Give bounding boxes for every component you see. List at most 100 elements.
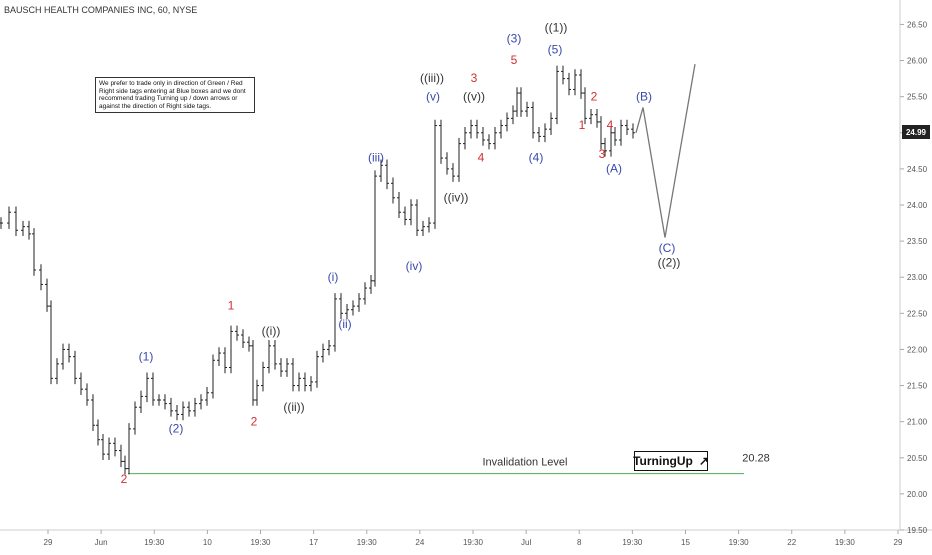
price-bar bbox=[67, 343, 71, 363]
price-bar bbox=[45, 278, 49, 312]
x-tick-label: 8 bbox=[577, 538, 582, 547]
price-bar bbox=[205, 387, 209, 406]
price-bar bbox=[32, 228, 36, 276]
price-bar bbox=[139, 390, 143, 413]
x-tick-label: 19:30 bbox=[729, 538, 750, 547]
x-tick-label: 19:30 bbox=[144, 538, 165, 547]
price-bar bbox=[599, 116, 603, 150]
price-bar bbox=[0, 217, 3, 229]
wave-label: (3) bbox=[507, 32, 522, 46]
x-tick-group: 29 Jun 19:30 10 19:30 17 19:30 24 19:30 Jul 8 19:30… bbox=[44, 530, 903, 547]
y-tick-label: 23.50 bbox=[907, 237, 928, 246]
x-tick-label: Jun bbox=[95, 538, 108, 547]
price-bar bbox=[589, 108, 593, 125]
price-bar bbox=[303, 372, 307, 392]
invalidation-label: Invalidation Level bbox=[482, 457, 567, 469]
wave-label: 2 bbox=[251, 414, 258, 428]
wave-label: (2) bbox=[169, 422, 184, 436]
wave-label: ((ii)) bbox=[283, 400, 304, 414]
price-bar bbox=[123, 455, 127, 475]
arrow-up-right-icon: ↗ bbox=[698, 454, 709, 468]
wave-label: (v) bbox=[426, 89, 440, 103]
y-tick-label: 20.00 bbox=[907, 490, 928, 499]
price-bar bbox=[163, 394, 167, 410]
wave-label: (C) bbox=[659, 241, 676, 255]
price-bar bbox=[85, 383, 89, 406]
price-bar bbox=[475, 119, 479, 139]
y-tick-label: 19.50 bbox=[907, 526, 928, 535]
price-bar bbox=[315, 350, 319, 388]
x-tick-label: 17 bbox=[309, 538, 318, 547]
x-tick-label: 22 bbox=[787, 538, 796, 547]
price-bar bbox=[309, 376, 313, 392]
wave-label: (ii) bbox=[338, 317, 351, 331]
y-tick-label: 25.50 bbox=[907, 93, 928, 102]
price-bar bbox=[537, 127, 541, 143]
price-bar bbox=[499, 119, 503, 139]
price-bar bbox=[609, 127, 613, 157]
y-tick-label: 21.50 bbox=[907, 382, 928, 391]
price-bar bbox=[505, 112, 509, 132]
wave-label: ((v)) bbox=[463, 89, 485, 103]
price-bar bbox=[107, 437, 111, 460]
wave-label: (4) bbox=[529, 151, 544, 165]
price-bar bbox=[363, 282, 367, 305]
price-bar bbox=[469, 119, 473, 139]
price-bar bbox=[7, 206, 11, 229]
price-bar bbox=[247, 336, 251, 352]
wave-label: (B) bbox=[636, 89, 652, 103]
price-bar bbox=[273, 340, 277, 370]
y-tick-label: 21.00 bbox=[907, 418, 928, 427]
price-bar bbox=[61, 343, 65, 370]
wave-label: 4 bbox=[478, 151, 485, 165]
price-bar bbox=[445, 152, 449, 175]
price-bar bbox=[373, 170, 377, 287]
price-bar bbox=[397, 192, 401, 218]
price-bar bbox=[583, 87, 587, 125]
price-bar bbox=[151, 372, 155, 406]
projection-path bbox=[635, 64, 696, 238]
price-bar bbox=[211, 354, 215, 399]
price-bar bbox=[379, 159, 383, 182]
price-bar bbox=[567, 72, 571, 96]
price-bar bbox=[291, 358, 295, 392]
price-bar bbox=[519, 87, 523, 117]
price-bar bbox=[427, 217, 431, 233]
price-bar bbox=[223, 347, 227, 374]
price-bar bbox=[133, 401, 137, 435]
price-bar bbox=[415, 199, 419, 237]
price-bar bbox=[339, 293, 343, 320]
wave-label: 4 bbox=[607, 118, 614, 132]
price-bar bbox=[619, 119, 623, 146]
price-bar bbox=[421, 220, 425, 237]
y-tick-label: 26.00 bbox=[907, 57, 928, 66]
price-bar bbox=[487, 134, 491, 150]
x-tick-label: 10 bbox=[203, 538, 212, 547]
price-bar bbox=[285, 358, 289, 377]
y-tick-group: 26.5026.0025.5025.0024.5024.0023.5023.00… bbox=[900, 20, 928, 535]
y-tick-label: 23.00 bbox=[907, 273, 928, 282]
wave-label: 2 bbox=[591, 89, 598, 103]
x-tick-label: Jul bbox=[521, 538, 531, 547]
wave-label: ((iv)) bbox=[444, 190, 469, 204]
price-bar bbox=[96, 419, 100, 446]
y-tick-label: 24.00 bbox=[907, 201, 928, 210]
turning-up-badge[interactable]: TurningUp ↗ bbox=[633, 451, 709, 471]
price-bar bbox=[493, 127, 497, 150]
price-bar bbox=[229, 325, 233, 374]
price-bar bbox=[145, 372, 149, 403]
wave-label: (iv) bbox=[406, 259, 423, 273]
x-tick-label: 29 bbox=[44, 538, 53, 547]
price-bar bbox=[391, 177, 395, 204]
price-bar bbox=[409, 199, 413, 226]
price-bar bbox=[579, 69, 583, 99]
wave-label-group: 2 (1) (2) 1 2 ((i)) ((ii)) (i) (ii) (iii) (iv) (v) (… bbox=[121, 21, 681, 486]
price-bar bbox=[525, 101, 529, 117]
wave-label: (5) bbox=[548, 42, 563, 56]
price-bar bbox=[369, 275, 373, 294]
wave-label: 2 bbox=[121, 472, 128, 486]
price-bar bbox=[433, 119, 437, 229]
price-bar bbox=[79, 372, 83, 395]
price-bar bbox=[55, 358, 59, 385]
price-bar bbox=[439, 119, 443, 164]
